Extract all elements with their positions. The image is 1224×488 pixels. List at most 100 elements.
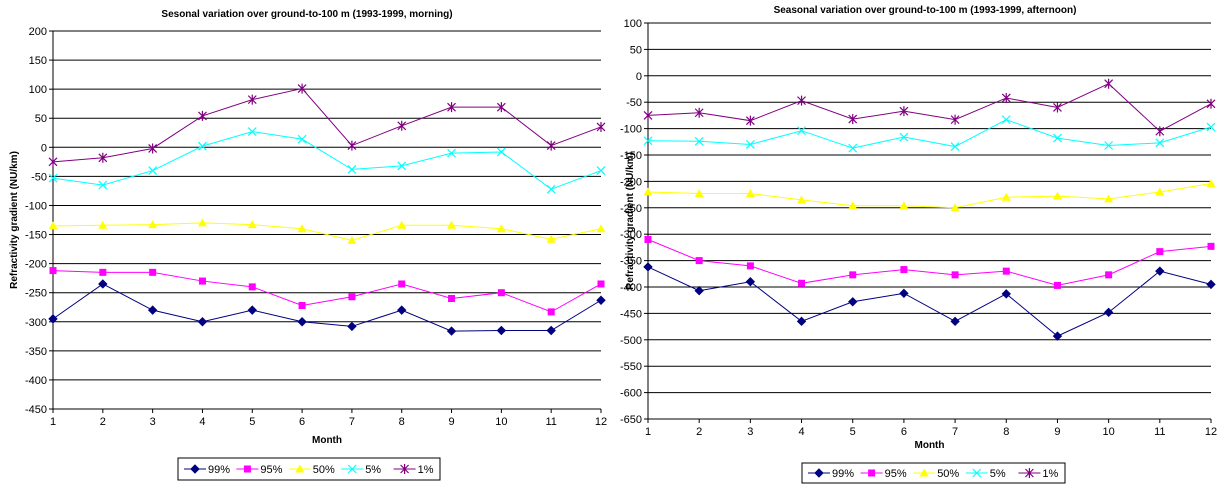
x-tick-label: 5 [850, 426, 856, 438]
chart-title: Seasonal variation over ground-to-100 m … [774, 5, 1077, 16]
data-point [148, 143, 158, 154]
data-point [849, 271, 857, 279]
data-point [48, 314, 58, 324]
data-point [149, 268, 157, 276]
series-line [52, 222, 602, 241]
legend-marker [400, 464, 410, 474]
data-point [900, 266, 908, 274]
data-point [99, 268, 107, 276]
data-point [596, 295, 606, 305]
data-point [899, 106, 909, 117]
data-point [347, 164, 357, 174]
legend-label: 99% [208, 464, 230, 476]
data-point [745, 140, 755, 149]
data-point [148, 220, 158, 229]
y-tick-label: -350 [25, 346, 47, 358]
x-tick-label: 2 [696, 426, 702, 438]
x-tick-label: 10 [1103, 426, 1115, 438]
data-point [951, 271, 959, 279]
data-point [1103, 307, 1114, 318]
data-point [98, 279, 108, 289]
legend-marker [295, 464, 305, 473]
data-point [297, 83, 307, 94]
data-point [1052, 191, 1062, 200]
legend-label: 99% [832, 468, 854, 480]
data-point [1104, 78, 1114, 89]
x-tick-label: 8 [1003, 426, 1009, 438]
data-point [745, 189, 755, 198]
data-point [347, 235, 357, 244]
x-tick-label: 2 [100, 416, 106, 428]
data-point [1105, 271, 1113, 279]
x-tick-label: 9 [448, 416, 454, 428]
y-tick-label: -300 [620, 229, 642, 241]
legend-marker [972, 468, 982, 478]
x-tick-label: 3 [747, 426, 753, 438]
data-point [348, 293, 356, 301]
data-point [198, 141, 207, 151]
y-tick-label: -150 [25, 230, 47, 242]
data-point [197, 317, 208, 327]
y-tick-label: -50 [626, 97, 642, 109]
data-point [547, 308, 555, 316]
legend-marker [919, 468, 929, 477]
data-point [644, 235, 652, 243]
data-point [695, 257, 703, 265]
x-tick-label: 11 [545, 416, 556, 428]
legend-label: 1% [1042, 468, 1058, 480]
legend-label: 50% [937, 468, 959, 480]
y-tick-label: -400 [25, 375, 47, 387]
legend-label: 50% [313, 464, 335, 476]
data-point [950, 316, 960, 327]
y-tick-label: 50 [630, 44, 642, 56]
data-point [899, 132, 909, 142]
data-point [797, 126, 806, 136]
data-point [48, 173, 58, 183]
data-point [848, 114, 858, 125]
y-tick-label: -250 [25, 288, 47, 300]
y-tick-label: -200 [620, 176, 642, 188]
y-tick-label: -650 [620, 414, 642, 426]
x-axis-label: Month [312, 435, 342, 446]
series-line [52, 283, 602, 332]
data-point [694, 107, 704, 118]
data-point [1206, 179, 1216, 188]
x-tick-label: 3 [150, 416, 156, 428]
x-tick-label: 8 [399, 416, 405, 428]
data-point [848, 297, 858, 307]
y-tick-label: -50 [31, 171, 47, 183]
data-point [198, 110, 207, 121]
series-99% [48, 279, 606, 336]
legend-label: 95% [260, 464, 282, 476]
data-point [597, 280, 605, 288]
x-tick-label: 6 [299, 416, 305, 428]
legend-item: 95% [860, 468, 907, 480]
series-95% [644, 235, 1215, 289]
data-point [248, 283, 256, 291]
data-point [247, 305, 257, 315]
data-point [446, 326, 457, 336]
data-point [48, 221, 58, 230]
y-tick-label: -300 [25, 317, 47, 329]
legend-label: 95% [885, 468, 907, 480]
data-point [447, 220, 457, 229]
x-axis-label: Month [915, 440, 945, 451]
legend-item: 1% [393, 464, 434, 476]
legend-item: 99% [808, 468, 854, 480]
data-point [147, 305, 158, 315]
series-line [52, 131, 602, 190]
data-point [98, 180, 108, 190]
data-point [347, 140, 357, 151]
data-point [398, 280, 406, 288]
legend-item: 50% [913, 468, 959, 480]
y-tick-label: -400 [620, 282, 642, 294]
y-tick-label: -150 [620, 150, 642, 162]
legend-marker [868, 469, 876, 477]
data-point [1155, 187, 1165, 196]
series-99% [643, 262, 1216, 341]
series-95% [49, 267, 605, 316]
y-tick-label: -250 [620, 203, 642, 215]
data-point [297, 224, 307, 233]
data-point [1001, 92, 1011, 103]
legend-marker [190, 464, 200, 474]
